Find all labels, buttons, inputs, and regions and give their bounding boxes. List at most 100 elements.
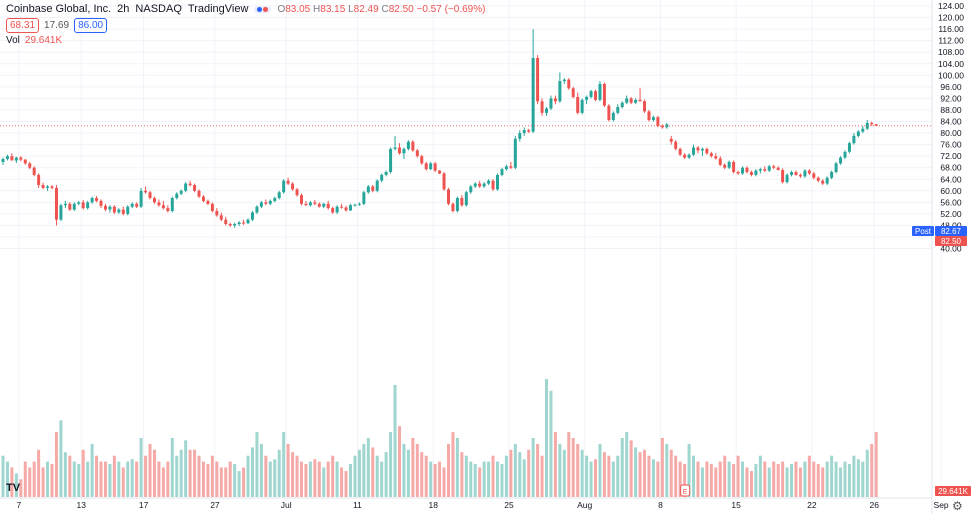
volume-bar: [763, 461, 767, 497]
y-tick-label: 76.00: [940, 140, 962, 150]
volume-bar: [295, 455, 299, 497]
candle-body: [643, 101, 647, 112]
gear-icon[interactable]: ⚙: [952, 499, 963, 513]
volume-bar: [99, 461, 103, 497]
candle-body: [50, 186, 54, 188]
candle-body: [103, 205, 107, 210]
candle-body: [647, 111, 651, 121]
candle-body: [371, 186, 375, 191]
candle-body: [660, 125, 664, 128]
volume-bar: [585, 455, 589, 497]
volume-bar: [348, 463, 352, 497]
candle-body: [464, 192, 468, 206]
volume-bar: [219, 467, 223, 497]
volume-bar: [531, 438, 535, 497]
volume-bar: [86, 461, 90, 497]
candle-body: [228, 224, 232, 226]
candle-body: [32, 167, 36, 175]
volume-bar: [166, 461, 170, 497]
volume-bar: [184, 440, 188, 497]
candle-body: [741, 167, 745, 174]
candle-body: [629, 98, 633, 103]
earnings-marker-glyph: E: [683, 489, 688, 496]
volume-bar: [540, 455, 544, 497]
candle-body: [344, 207, 348, 211]
volume-bar: [874, 432, 878, 497]
time-axis[interactable]: 7131727Jul111825Aug8152226Sep12E: [0, 484, 973, 510]
volume-bar: [807, 455, 811, 497]
volume-bar: [90, 443, 94, 497]
candle-body: [14, 157, 18, 161]
candle-body: [237, 222, 241, 225]
candle-body: [830, 172, 834, 178]
candle-body: [117, 209, 121, 213]
candle-body: [161, 205, 165, 209]
candle-body: [308, 202, 312, 206]
volume-bar: [821, 467, 825, 497]
candle-body: [68, 203, 72, 210]
candle-body: [594, 91, 598, 100]
candle-body: [723, 164, 727, 168]
volume-bar: [665, 443, 669, 497]
ask-button[interactable]: 86.00: [74, 18, 108, 33]
y-tick-label: 60.00: [940, 186, 962, 196]
volume-bar: [513, 443, 517, 497]
candle-body: [781, 170, 785, 183]
volume-bar: [790, 463, 794, 497]
chart-grid: [0, 0, 942, 498]
earnings-marker-icon: [680, 484, 691, 497]
candle-body: [81, 202, 85, 209]
source: TradingView: [187, 3, 249, 15]
x-tick-label: 8: [658, 500, 663, 510]
candle-body: [709, 153, 713, 157]
candle-body: [758, 169, 762, 171]
candle-body: [112, 206, 116, 213]
volume-bar: [705, 461, 709, 497]
candle-body: [326, 203, 330, 209]
low-value: 82.49: [353, 3, 379, 15]
volume-bar: [206, 463, 210, 497]
bid-button[interactable]: 68.31: [6, 18, 40, 33]
candle-body: [313, 202, 317, 204]
candle-body: [362, 192, 366, 204]
volume-bar: [41, 467, 45, 497]
candle-body: [567, 79, 571, 89]
volume-bar: [736, 455, 740, 497]
candle-body: [531, 57, 535, 132]
x-tick-label: 18: [428, 500, 438, 510]
volume-bar: [522, 459, 526, 497]
candle-body: [620, 102, 624, 108]
candle-body: [455, 198, 459, 212]
volume-bar: [23, 461, 27, 497]
y-tick-label: 72.00: [940, 151, 962, 161]
candle-body: [233, 224, 237, 226]
candle-body: [19, 157, 23, 160]
volume-bar: [438, 461, 442, 497]
volume-bar: [384, 452, 388, 497]
tradingview-logo-icon[interactable]: TV: [6, 482, 21, 494]
volume-bar: [37, 449, 41, 497]
interval[interactable]: 2h: [117, 3, 130, 15]
candle-body: [322, 203, 326, 207]
volume-bar: [340, 467, 344, 497]
candle-body: [451, 203, 455, 212]
market-status-icon[interactable]: [254, 5, 272, 13]
volume-bar: [776, 463, 780, 497]
symbol-name[interactable]: Coinbase Global, Inc.: [6, 3, 112, 15]
candle-body: [571, 88, 575, 97]
candle-body: [397, 147, 401, 154]
candle-body: [736, 172, 740, 174]
volume-bar: [772, 461, 776, 497]
volume-bar: [32, 461, 36, 497]
candle-body: [527, 130, 531, 132]
volume-bar: [397, 426, 401, 497]
volume-bar: [852, 455, 856, 497]
bid-ask-row: 68.31 17.69 86.00: [6, 18, 108, 33]
candle-body: [460, 198, 464, 206]
candle-body: [380, 174, 384, 181]
candle-body: [580, 99, 584, 113]
volume-label: Vol: [6, 35, 20, 46]
volume-bar: [594, 459, 598, 497]
